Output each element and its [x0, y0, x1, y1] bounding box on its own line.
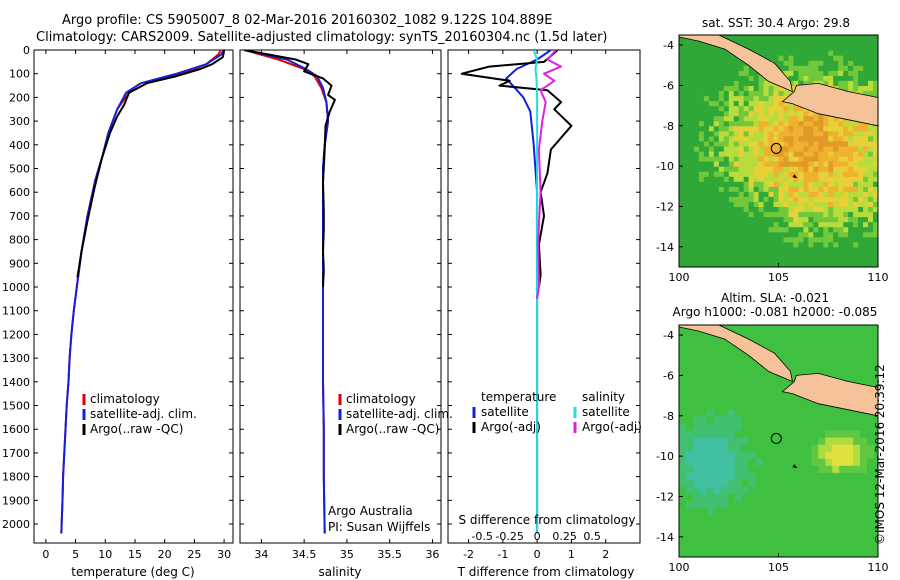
y-tick-label: 1200 [2, 328, 30, 341]
y-tick-label: 1700 [2, 447, 30, 460]
x-tick-label: 35.5 [377, 548, 402, 561]
x-tick-label: 25 [187, 548, 201, 561]
argo-australia-label: Argo Australia [328, 504, 413, 518]
legend-label: Argo(..raw -QC) [346, 422, 439, 436]
x-tick-label: 0 [42, 548, 49, 561]
x-tick-label: 10 [98, 548, 112, 561]
series-line-2-2 [532, 50, 539, 534]
s-tick-label: 0.5 [583, 530, 601, 543]
difference-panel: -2 -1 0 1 2 -0.5 -0.25 0 0.25 0.5 T difference fr… [447, 49, 642, 579]
difference-legend: temperature salinitysatelliteArgo(-adj)sa… [472, 390, 642, 434]
series-line-0-0 [60, 50, 222, 534]
y-tick-label: 0 [23, 44, 30, 57]
y-tick-label: 300 [9, 115, 30, 128]
y-tick-label: 200 [9, 91, 30, 104]
legend-label: Argo(..raw -QC) [90, 422, 183, 436]
series-line-0-2 [76, 50, 226, 278]
x-tick-label: 1 [568, 548, 575, 561]
temperature-xlabel: temperature (deg C) [71, 565, 194, 579]
x-tick-label: -2 [463, 548, 474, 561]
series-line-0-1 [60, 50, 225, 534]
y-tick-label: 1100 [2, 305, 30, 318]
legend-label: Argo(-adj) [481, 420, 541, 434]
y-tick-label: 400 [9, 139, 30, 152]
t-difference-xlabel: T difference from climatology [457, 565, 635, 579]
series-line-2-3 [536, 50, 563, 300]
y-tick-label: 1400 [2, 376, 30, 389]
x-tick-label: 2 [602, 548, 609, 561]
x-tick-label: 34 [254, 548, 268, 561]
header-line-1: Argo profile: CS 5905007_8 02-Mar-2016 2… [62, 13, 553, 28]
y-tick-label: 1000 [2, 281, 30, 294]
s-tick-label: -0.25 [495, 530, 523, 543]
imos-timestamp: ©IMOS 12-Mar-2016 20:39:12 [873, 364, 887, 545]
series-line-1-0 [244, 50, 330, 534]
series-line-1-1 [244, 50, 330, 534]
y-tick-label: 1300 [2, 352, 30, 365]
y-tick-label: 1900 [2, 494, 30, 507]
legend-label: climatology [90, 392, 160, 406]
y-tick-label: 600 [9, 186, 30, 199]
legend-label: satellite [481, 405, 529, 419]
legend-heading: salinity [582, 390, 625, 404]
series-line-2-0 [505, 50, 552, 534]
legend-label: satellite [582, 405, 630, 419]
x-tick-label: 35 [340, 548, 354, 561]
x-tick-label: 0 [534, 548, 541, 561]
y-tick-label: 2000 [2, 518, 30, 531]
x-tick-label: -1 [497, 548, 508, 561]
s-tick-label: 0 [534, 530, 541, 543]
y-tick-label: 1600 [2, 423, 30, 436]
x-tick-label: 5 [72, 548, 79, 561]
legend-heading: temperature [481, 390, 556, 404]
y-tick-label: 700 [9, 210, 30, 223]
x-tick-label: 20 [158, 548, 172, 561]
s-tick-label: 0.25 [552, 530, 577, 543]
x-tick-label: 34.5 [292, 548, 317, 561]
x-tick-label: 30 [217, 548, 231, 561]
y-tick-label: 500 [9, 163, 30, 176]
y-tick-label: 1500 [2, 400, 30, 413]
legend-label: climatology [346, 392, 416, 406]
pi-label: PI: Susan Wijffels [328, 520, 430, 534]
series-line-1-2 [244, 50, 336, 288]
s-difference-label: S difference from climatology [459, 513, 636, 527]
y-tick-label: 900 [9, 257, 30, 270]
legend-label: satellite-adj. clim. [346, 407, 453, 421]
y-tick-label: 100 [9, 68, 30, 81]
legend-label: satellite-adj. clim. [90, 407, 197, 421]
y-tick-label: 800 [9, 234, 30, 247]
x-tick-label: 36 [425, 548, 439, 561]
x-tick-label: 15 [128, 548, 142, 561]
salinity-xlabel: salinity [318, 565, 361, 579]
temperature-panel: 0 5 10 15 20 25 300100200300400500600700800900… [2, 44, 234, 579]
header-line-2: Climatology: CARS2009. Satellite-adjuste… [36, 30, 608, 45]
series-line-2-1 [460, 50, 573, 288]
s-tick-label: -0.5 [471, 530, 492, 543]
salinity-panel: 34 34.5 35 35.5 36 salinity climatologysatel… [239, 49, 453, 579]
legend-label: Argo(-adj) [582, 420, 642, 434]
y-tick-label: 1800 [2, 471, 30, 484]
